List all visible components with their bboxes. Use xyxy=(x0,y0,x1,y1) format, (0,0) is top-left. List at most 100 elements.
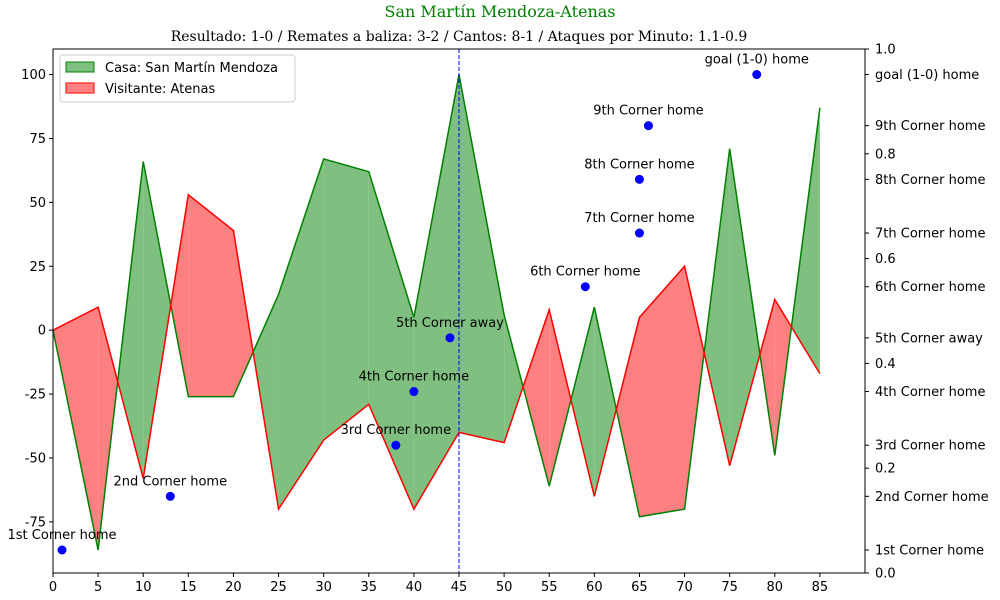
right-tick-label: 0.4 xyxy=(875,357,896,372)
right-event-tick-label: goal (1-0) home xyxy=(875,68,979,83)
away-series-line xyxy=(52,193,821,512)
right-event-tick-label: 9th Corner home xyxy=(875,119,985,134)
x-tick-label: 30 xyxy=(315,580,332,595)
right-tick-label: 1.0 xyxy=(875,43,896,58)
x-tick-label: 40 xyxy=(406,580,423,595)
event-label: 2nd Corner home xyxy=(113,474,227,489)
fill-segment xyxy=(616,317,640,517)
right-tick-label: 0.0 xyxy=(875,567,896,582)
event-label: 9th Corner home xyxy=(593,104,703,119)
x-tick-label: 20 xyxy=(225,580,242,595)
legend: Casa: San Martín Mendoza Visitante: Aten… xyxy=(59,54,296,103)
event-label: 3rd Corner home xyxy=(341,423,452,438)
event-marker xyxy=(634,174,644,184)
event-label: goal (1-0) home xyxy=(705,53,809,68)
x-tick-label: 85 xyxy=(812,580,829,595)
event-marker xyxy=(580,282,590,292)
axes: 0 5 10 15 20 25 30 35 40 45 50 55 60 65 70 75 80 85 -75 -50… xyxy=(21,43,988,596)
y-tick-label: -50 xyxy=(25,451,46,466)
event-marker xyxy=(57,545,67,555)
event-marker xyxy=(752,70,762,80)
fill-segment xyxy=(549,309,571,487)
fill-segment xyxy=(170,194,189,397)
fill-segment xyxy=(523,309,550,487)
home-series-line xyxy=(52,74,821,551)
y-tick-label: 100 xyxy=(21,68,46,83)
x-tick-label: 70 xyxy=(676,580,693,595)
right-event-tick-label: 1st Corner home xyxy=(875,543,984,558)
x-tick-label: 5 xyxy=(94,580,102,595)
x-tick-label: 80 xyxy=(767,580,784,595)
event-label: 6th Corner home xyxy=(530,265,640,280)
fill-segment xyxy=(504,314,524,443)
right-event-tick-label: 5th Corner away xyxy=(875,331,983,346)
right-event-tick-label: 3rd Corner home xyxy=(875,439,986,454)
event-label: 5th Corner away xyxy=(396,316,504,331)
event-annotations: 1st Corner home 2nd Corner home 3rd Corner… xyxy=(8,53,809,555)
y-tick-label: 50 xyxy=(29,196,46,211)
plot-area xyxy=(52,49,821,573)
right-event-tick-label: 2nd Corner home xyxy=(875,490,989,505)
y-tick-label: -25 xyxy=(25,388,46,403)
fill-segment xyxy=(570,307,595,497)
fill-segment xyxy=(413,74,459,510)
event-marker xyxy=(165,491,175,501)
chart-subtitle: Resultado: 1-0 / Remates a baliza: 3-2 /… xyxy=(171,29,748,45)
fill-segment xyxy=(233,230,254,397)
x-tick-label: 0 xyxy=(49,580,57,595)
fill-segment xyxy=(98,307,118,550)
fill-segment xyxy=(639,266,685,517)
right-tick-label: 0.8 xyxy=(875,147,896,162)
x-tick-label: 35 xyxy=(361,580,378,595)
legend-label-home: Casa: San Martín Mendoza xyxy=(105,61,278,76)
x-tick-label: 25 xyxy=(270,580,287,595)
event-label: 1st Corner home xyxy=(8,528,117,543)
x-tick-label: 10 xyxy=(135,580,152,595)
legend-swatch-home xyxy=(65,61,95,73)
fill-segment xyxy=(323,158,369,441)
y-tick-label: 0 xyxy=(38,324,46,339)
event-marker xyxy=(445,333,455,343)
fill-segment xyxy=(791,107,820,374)
legend-label-away: Visitante: Atenas xyxy=(105,82,215,97)
event-marker xyxy=(643,121,653,131)
fill-segment xyxy=(774,299,792,456)
x-tick-label: 65 xyxy=(631,580,648,595)
fill-segment xyxy=(368,171,414,510)
fill-segment xyxy=(684,266,705,510)
right-event-tick-label: 6th Corner home xyxy=(875,280,985,295)
fill-segment xyxy=(117,161,144,479)
fill-segment xyxy=(459,74,505,443)
right-event-tick-label: 8th Corner home xyxy=(875,173,985,188)
fill-segment xyxy=(729,148,760,466)
right-tick-label: 0.6 xyxy=(875,252,896,267)
event-marker xyxy=(634,228,644,238)
fill-segment xyxy=(278,158,324,510)
y-tick-label: 25 xyxy=(29,260,46,275)
right-event-tick-label: 4th Corner home xyxy=(875,385,985,400)
fill-segment xyxy=(143,161,171,479)
fill-segment xyxy=(759,299,775,456)
event-label: 4th Corner home xyxy=(359,370,469,385)
event-marker xyxy=(391,440,401,450)
y-tick-label: -75 xyxy=(25,515,46,530)
chart-title: San Martín Mendoza-Atenas xyxy=(384,2,615,21)
event-marker xyxy=(409,387,419,397)
fill-segment xyxy=(594,307,617,497)
fill-segment xyxy=(53,307,99,550)
y-tick-label: 75 xyxy=(29,132,46,147)
x-tick-label: 55 xyxy=(541,580,558,595)
fill-segment xyxy=(704,148,730,466)
legend-swatch-away xyxy=(65,82,95,94)
fill-segment xyxy=(253,294,279,510)
x-tick-label: 15 xyxy=(180,580,197,595)
x-tick-label: 50 xyxy=(496,580,513,595)
x-tick-label: 75 xyxy=(721,580,738,595)
right-event-tick-label: 7th Corner home xyxy=(875,227,985,242)
x-tick-label: 60 xyxy=(586,580,603,595)
right-tick-label: 0.2 xyxy=(875,462,896,477)
x-tick-label: 45 xyxy=(451,580,468,595)
legend-frame xyxy=(59,54,296,103)
fill-segment xyxy=(188,194,234,397)
